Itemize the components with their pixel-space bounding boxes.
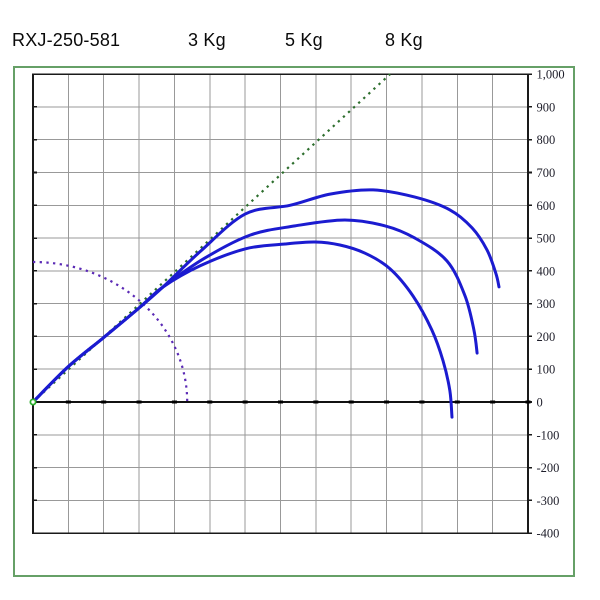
- trajectory-curve-3kg: [31, 188, 501, 404]
- y-tick-label: 100: [537, 363, 556, 377]
- y-tick-label: -200: [537, 461, 560, 475]
- y-tick-label: -300: [537, 494, 560, 508]
- trajectory-curve-8kg: [31, 240, 454, 419]
- y-tick-label: 800: [537, 133, 556, 147]
- y-axis-labels: 1,000 900 800 700 600 500 400 300 200 100 0 -100 -20…: [537, 68, 565, 541]
- legend-item-8kg: 8 Kg: [385, 30, 423, 50]
- chart-frame: [13, 66, 575, 577]
- range-arc: [32, 260, 189, 403]
- origin-marker: [29, 398, 37, 406]
- y-tick-label: -100: [537, 428, 560, 442]
- legend-item-3kg: 3 Kg: [188, 30, 226, 50]
- y-tick-label: -400: [537, 527, 560, 541]
- y-tick-label: 300: [537, 297, 556, 311]
- y-tick-label: 600: [537, 199, 556, 213]
- y-tick-label: 0: [537, 396, 543, 410]
- grid-lines: [32, 73, 529, 534]
- y-tick-label: 400: [537, 264, 556, 278]
- y-tick-label: 900: [537, 100, 556, 114]
- zero-axis-ticks: [30, 400, 531, 404]
- y-tick-label: 1,000: [537, 68, 565, 82]
- sight-line: [32, 73, 391, 403]
- model-label: RXJ-250-581: [12, 30, 121, 50]
- y-tick-label: 500: [537, 232, 556, 246]
- y-tick-label: 200: [537, 330, 556, 344]
- y-tick-label: 700: [537, 166, 556, 180]
- legend-item-5kg: 5 Kg: [285, 30, 323, 50]
